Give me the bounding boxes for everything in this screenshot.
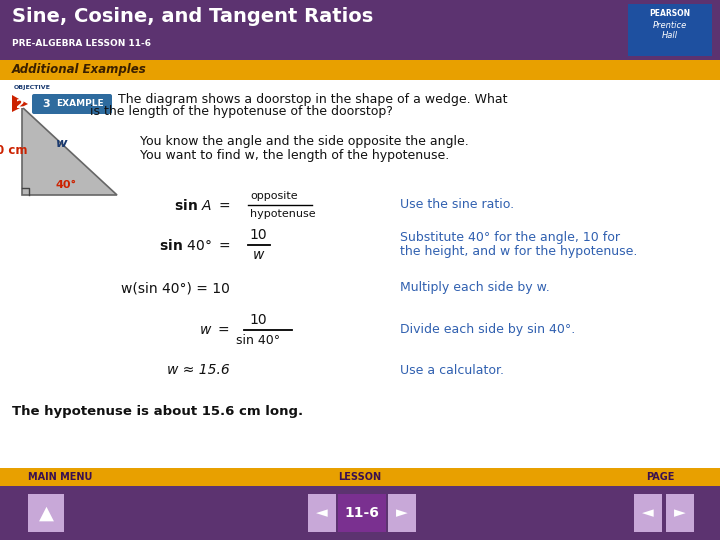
Text: $\mathbf{sin}\ \mathit{A}\ =$: $\mathbf{sin}\ \mathit{A}\ =$ [174, 198, 230, 213]
Bar [634, 494, 662, 532]
Text: w: w [56, 138, 68, 151]
Text: 3: 3 [42, 99, 50, 109]
Text: Prentice: Prentice [653, 22, 687, 30]
Text: LESSON: LESSON [338, 472, 382, 482]
Bar [628, 4, 712, 56]
Text: w ≈ 15.6: w ≈ 15.6 [167, 363, 230, 377]
Text: EXAMPLE: EXAMPLE [56, 99, 104, 109]
Text: 10 cm: 10 cm [0, 145, 28, 158]
Text: Divide each side by sin 40°.: Divide each side by sin 40°. [400, 323, 575, 336]
Text: ◄: ◄ [642, 505, 654, 521]
Text: 10: 10 [249, 228, 267, 242]
Text: You want to find w, the length of the hypotenuse.: You want to find w, the length of the hy… [140, 150, 449, 163]
Polygon shape [22, 107, 117, 195]
Text: MAIN MENU: MAIN MENU [28, 472, 92, 482]
Text: PEARSON: PEARSON [649, 10, 690, 18]
Text: the height, and w for the hypotenuse.: the height, and w for the hypotenuse. [400, 245, 637, 258]
Bar [28, 494, 64, 532]
Text: Additional Examples: Additional Examples [12, 64, 147, 77]
Text: 10: 10 [249, 313, 267, 327]
Bar [0, 468, 720, 486]
Text: w(sin 40°) = 10: w(sin 40°) = 10 [121, 281, 230, 295]
Text: Sine, Cosine, and Tangent Ratios: Sine, Cosine, and Tangent Ratios [12, 6, 373, 25]
Bar [338, 494, 386, 532]
Text: ◄: ◄ [316, 505, 328, 521]
Text: The hypotenuse is about 15.6 cm long.: The hypotenuse is about 15.6 cm long. [12, 406, 303, 419]
Text: You know the angle and the side opposite the angle.: You know the angle and the side opposite… [140, 136, 469, 148]
Text: hypotenuse: hypotenuse [250, 209, 315, 219]
Text: ▲: ▲ [38, 503, 53, 523]
Text: is the length of the hypotenuse of the doorstop?: is the length of the hypotenuse of the d… [90, 105, 393, 118]
Bar [388, 494, 416, 532]
Text: Use a calculator.: Use a calculator. [400, 363, 504, 376]
Text: $\mathbf{sin}\ 40°\ =$: $\mathbf{sin}\ 40°\ =$ [158, 238, 230, 253]
Text: opposite: opposite [250, 191, 297, 201]
Text: ►: ► [396, 505, 408, 521]
Text: w: w [252, 248, 264, 262]
Bar [0, 60, 720, 80]
Bar [666, 494, 694, 532]
Text: OBJECTIVE: OBJECTIVE [14, 85, 51, 91]
Bar [0, 0, 720, 60]
Text: PAGE: PAGE [646, 472, 674, 482]
Text: ►: ► [674, 505, 686, 521]
Text: 11-6: 11-6 [345, 506, 379, 520]
Bar [0, 468, 720, 540]
Text: 40°: 40° [55, 180, 76, 190]
Text: Hall: Hall [662, 31, 678, 40]
Text: sin 40°: sin 40° [236, 334, 280, 348]
Text: PRE-ALGEBRA LESSON 11-6: PRE-ALGEBRA LESSON 11-6 [12, 39, 151, 49]
Bar [308, 494, 336, 532]
Text: $\mathit{w}\ =$: $\mathit{w}\ =$ [199, 323, 230, 337]
Text: Multiply each side by w.: Multiply each side by w. [400, 281, 550, 294]
Text: 2: 2 [16, 98, 24, 111]
Text: The diagram shows a doorstop in the shape of a wedge. What: The diagram shows a doorstop in the shap… [118, 93, 508, 106]
Text: Use the sine ratio.: Use the sine ratio. [400, 199, 514, 212]
FancyBboxPatch shape [32, 94, 112, 114]
Polygon shape [12, 95, 28, 112]
Text: Substitute 40° for the angle, 10 for: Substitute 40° for the angle, 10 for [400, 231, 620, 244]
